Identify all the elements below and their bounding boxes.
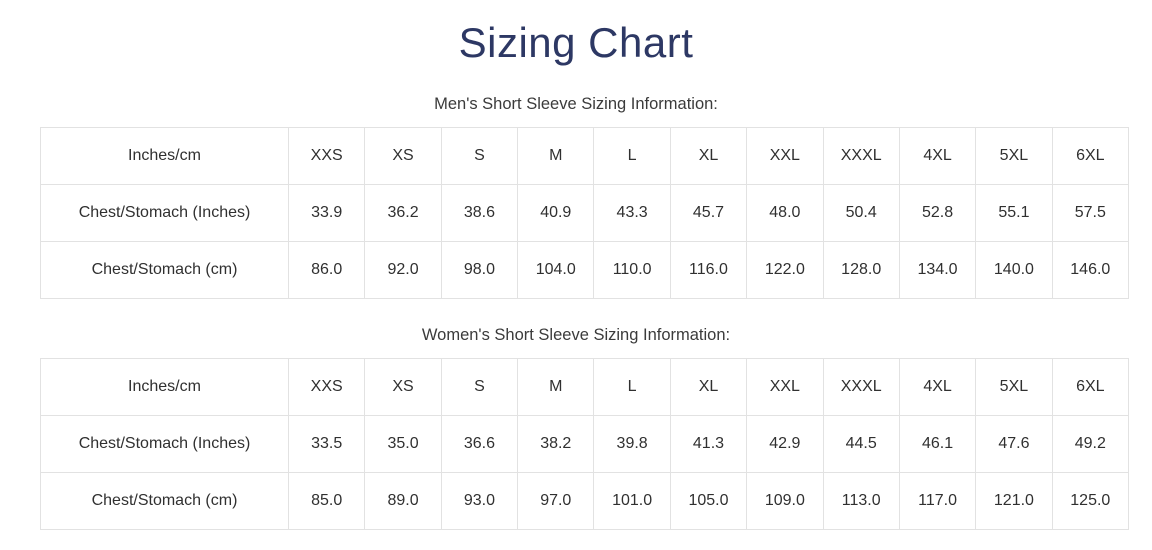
size-header-cell: 6XL <box>1051 127 1130 186</box>
row-label-cell: Chest/Stomach (Inches) <box>40 184 289 243</box>
unit-label-cell: Inches/cm <box>40 358 289 417</box>
measurement-value-cell: 92.0 <box>364 241 442 300</box>
mens-sizing-table: Inches/cm XXS XS S M L XL XXL XXXL 4XL 5XL 6XL Chest… <box>40 127 1130 300</box>
measurement-value-cell: 48.0 <box>746 184 824 243</box>
measurement-row: Chest/Stomach (cm) 85.0 89.0 93.0 97.0 101.0 1… <box>40 472 1130 531</box>
row-label-cell: Chest/Stomach (Inches) <box>40 415 289 474</box>
size-header-cell: XXL <box>746 127 824 186</box>
measurement-value-cell: 36.2 <box>364 184 442 243</box>
row-label-cell: Chest/Stomach (cm) <box>40 472 289 531</box>
measurement-value-cell: 89.0 <box>364 472 442 531</box>
size-header-row: Inches/cm XXS XS S M L XL XXL XXXL 4XL 5XL 6XL <box>40 127 1130 186</box>
size-header-cell: XL <box>669 127 748 186</box>
measurement-value-cell: 44.5 <box>822 415 900 474</box>
measurement-value-cell: 35.0 <box>364 415 442 474</box>
size-header-cell: XL <box>669 358 748 417</box>
womens-sizing-table: Inches/cm XXS XS S M L XL XXL XXXL 4XL 5XL 6XL Chest… <box>40 358 1130 531</box>
size-header-cell: XXL <box>746 358 824 417</box>
size-header-cell: 5XL <box>975 127 1053 186</box>
measurement-value-cell: 33.9 <box>287 184 366 243</box>
page-title: Sizing Chart <box>458 19 694 66</box>
measurement-value-cell: 105.0 <box>669 472 748 531</box>
womens-section-heading: Women's Short Sleeve Sizing Information: <box>421 326 731 345</box>
measurement-value-cell: 125.0 <box>1051 472 1130 531</box>
measurement-value-cell: 116.0 <box>669 241 748 300</box>
measurement-value-cell: 42.9 <box>746 415 824 474</box>
size-header-row: Inches/cm XXS XS S M L XL XXL XXXL 4XL 5XL 6XL <box>40 358 1130 417</box>
measurement-value-cell: 101.0 <box>593 472 671 531</box>
measurement-value-cell: 128.0 <box>822 241 900 300</box>
measurement-value-cell: 46.1 <box>898 415 977 474</box>
measurement-value-cell: 43.3 <box>593 184 671 243</box>
size-header-cell: L <box>593 127 671 186</box>
measurement-value-cell: 117.0 <box>898 472 977 531</box>
measurement-value-cell: 38.2 <box>517 415 595 474</box>
size-header-cell: XS <box>364 358 442 417</box>
size-header-cell: XXS <box>287 127 366 186</box>
measurement-value-cell: 104.0 <box>517 241 595 300</box>
measurement-value-cell: 50.4 <box>822 184 900 243</box>
measurement-value-cell: 146.0 <box>1051 241 1130 300</box>
measurement-value-cell: 109.0 <box>746 472 824 531</box>
measurement-value-cell: 40.9 <box>517 184 595 243</box>
measurement-value-cell: 113.0 <box>822 472 900 531</box>
measurement-value-cell: 85.0 <box>287 472 366 531</box>
size-header-cell: M <box>517 358 595 417</box>
measurement-value-cell: 57.5 <box>1051 184 1130 243</box>
measurement-value-cell: 41.3 <box>669 415 748 474</box>
measurement-value-cell: 55.1 <box>975 184 1053 243</box>
measurement-value-cell: 39.8 <box>593 415 671 474</box>
size-header-cell: 4XL <box>898 358 977 417</box>
size-header-cell: S <box>440 358 519 417</box>
sizing-chart-page: Sizing Chart Men's Short Sleeve Sizing I… <box>0 18 1152 531</box>
mens-section-heading: Men's Short Sleeve Sizing Information: <box>434 95 718 114</box>
measurement-value-cell: 134.0 <box>898 241 977 300</box>
measurement-value-cell: 93.0 <box>440 472 519 531</box>
measurement-value-cell: 52.8 <box>898 184 977 243</box>
womens-sizing-section: Women's Short Sleeve Sizing Information:… <box>0 326 1152 531</box>
size-header-cell: 6XL <box>1051 358 1130 417</box>
measurement-value-cell: 122.0 <box>746 241 824 300</box>
measurement-value-cell: 121.0 <box>975 472 1053 531</box>
size-header-cell: L <box>593 358 671 417</box>
mens-sizing-section: Men's Short Sleeve Sizing Information: I… <box>0 95 1152 300</box>
size-header-cell: M <box>517 127 595 186</box>
row-label-cell: Chest/Stomach (cm) <box>40 241 289 300</box>
size-header-cell: 5XL <box>975 358 1053 417</box>
measurement-value-cell: 38.6 <box>440 184 519 243</box>
measurement-value-cell: 97.0 <box>517 472 595 531</box>
size-header-cell: XXXL <box>822 358 900 417</box>
measurement-value-cell: 47.6 <box>975 415 1053 474</box>
size-header-cell: XXXL <box>822 127 900 186</box>
measurement-row: Chest/Stomach (cm) 86.0 92.0 98.0 104.0 110.0… <box>40 241 1130 300</box>
measurement-value-cell: 98.0 <box>440 241 519 300</box>
size-header-cell: XS <box>364 127 442 186</box>
measurement-value-cell: 49.2 <box>1051 415 1130 474</box>
measurement-value-cell: 140.0 <box>975 241 1053 300</box>
size-header-cell: 4XL <box>898 127 977 186</box>
measurement-value-cell: 110.0 <box>593 241 671 300</box>
measurement-value-cell: 45.7 <box>669 184 748 243</box>
measurement-value-cell: 36.6 <box>440 415 519 474</box>
unit-label-cell: Inches/cm <box>40 127 289 186</box>
measurement-value-cell: 33.5 <box>287 415 366 474</box>
measurement-row: Chest/Stomach (Inches) 33.9 36.2 38.6 40.9 43… <box>40 184 1130 243</box>
size-header-cell: S <box>440 127 519 186</box>
measurement-value-cell: 86.0 <box>287 241 366 300</box>
size-header-cell: XXS <box>287 358 366 417</box>
measurement-row: Chest/Stomach (Inches) 33.5 35.0 36.6 38.2 39… <box>40 415 1130 474</box>
